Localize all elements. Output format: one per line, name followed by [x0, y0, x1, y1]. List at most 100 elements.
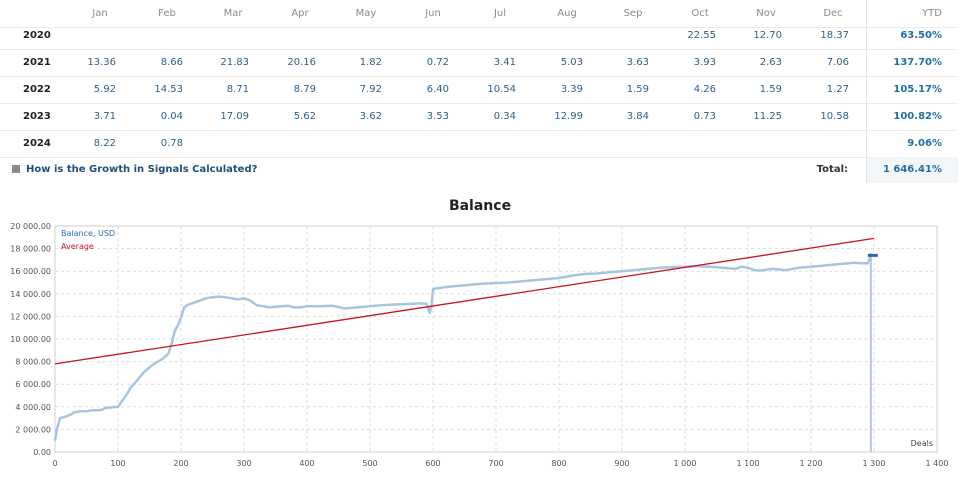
month-value: 1.59 — [626, 84, 649, 95]
table-row: 2024 8.22 0.78 9.06% — [0, 130, 958, 158]
month-value — [189, 130, 249, 157]
month-value: 1.59 — [759, 84, 782, 95]
ytd-value: 137.70% — [893, 57, 942, 68]
balance-line — [53, 254, 873, 441]
month-value — [256, 22, 316, 49]
month-header: Jul — [493, 8, 507, 19]
ytd-column — [866, 0, 959, 184]
x-tick-label: 500 — [362, 459, 377, 468]
total-label: Total: — [816, 164, 848, 175]
month-value: 2.63 — [759, 57, 782, 68]
month-value: 4.26 — [693, 84, 716, 95]
month-value: 10.54 — [487, 84, 516, 95]
ytd-value: 9.06% — [907, 138, 942, 149]
month-value: 18.37 — [820, 30, 849, 41]
x-tick-label: 300 — [236, 459, 251, 468]
month-value: 3.63 — [626, 57, 649, 68]
x-tick-label: 1 100 — [737, 459, 760, 468]
month-value: 3.93 — [693, 57, 716, 68]
table-row: 2021 13.36 8.66 21.83 20.16 1.82 0.72 3.41 5.03 3… — [0, 49, 958, 77]
month-value: 7.06 — [826, 57, 849, 68]
month-value — [722, 130, 782, 157]
y-tick-label: 20 000.00 — [10, 222, 51, 231]
y-tick-label: 14 000.00 — [10, 290, 51, 299]
month-value — [456, 130, 516, 157]
growth-calc-link-label: How is the Growth in Signals Calculated? — [26, 164, 258, 175]
month-value: 0.78 — [160, 138, 183, 149]
month-value: 6.40 — [426, 84, 449, 95]
x-tick-label: 700 — [488, 459, 503, 468]
month-header: Nov — [756, 8, 776, 19]
month-value: 3.62 — [359, 111, 382, 122]
table-header-row: Jan Feb Mar Apr May Jun Jul Aug Sep Oct Nov Dec YTD — [0, 0, 958, 28]
month-value: 0.34 — [493, 111, 516, 122]
x-tick-label: 400 — [299, 459, 314, 468]
x-tick-label: 900 — [614, 459, 629, 468]
month-value — [256, 130, 316, 157]
month-value — [589, 22, 649, 49]
month-value — [123, 22, 183, 49]
month-value: 1.27 — [826, 84, 849, 95]
year-label: 2020 — [23, 30, 51, 41]
month-value: 14.53 — [154, 84, 183, 95]
x-axis-label: Deals — [911, 439, 933, 448]
ytd-header: YTD — [922, 8, 942, 19]
month-value — [523, 130, 583, 157]
x-tick-label: 600 — [425, 459, 440, 468]
y-tick-label: 6 000.00 — [15, 380, 51, 389]
month-value: 5.62 — [293, 111, 316, 122]
year-label: 2022 — [23, 84, 51, 95]
month-value: 8.71 — [226, 84, 249, 95]
month-header: Sep — [623, 8, 643, 19]
y-tick-label: 0.00 — [33, 448, 51, 457]
info-square-icon — [12, 165, 20, 173]
month-value: 17.09 — [220, 111, 249, 122]
x-tick-label: 1 200 — [800, 459, 823, 468]
average-line — [54, 237, 875, 365]
x-tick-label: 1 300 — [863, 459, 886, 468]
month-header: Dec — [823, 8, 843, 19]
x-tick-label: 1 000 — [674, 459, 697, 468]
ytd-value: 105.17% — [893, 84, 942, 95]
month-value — [322, 130, 382, 157]
month-value — [389, 22, 449, 49]
ytd-value: 100.82% — [893, 111, 942, 122]
month-value — [389, 130, 449, 157]
month-value: 3.53 — [426, 111, 449, 122]
x-tick-label: 200 — [173, 459, 188, 468]
month-value: 12.99 — [554, 111, 583, 122]
month-header: Mar — [223, 8, 243, 19]
y-tick-label: 12 000.00 — [10, 312, 51, 321]
chart-title: Balance — [448, 198, 512, 214]
x-tick-label: 1 400 — [926, 459, 949, 468]
month-value: 1.82 — [359, 57, 382, 68]
month-value: 8.22 — [93, 138, 116, 149]
growth-calc-link[interactable]: How is the Growth in Signals Calculated? — [12, 157, 257, 183]
table-row: 2020 22.55 12.70 18.37 63.50% — [0, 22, 958, 50]
month-value — [789, 130, 849, 157]
month-value: 12.70 — [753, 30, 782, 41]
month-value: 3.41 — [493, 57, 516, 68]
month-value: 7.92 — [359, 84, 382, 95]
month-value: 3.39 — [560, 84, 583, 95]
month-value — [56, 22, 116, 49]
month-value — [322, 22, 382, 49]
month-value: 3.71 — [93, 111, 116, 122]
ytd-value: 63.50% — [900, 30, 942, 41]
month-value: 5.03 — [560, 57, 583, 68]
month-value: 20.16 — [287, 57, 316, 68]
month-value: 10.58 — [820, 111, 849, 122]
y-tick-label: 4 000.00 — [15, 403, 51, 412]
month-value: 0.73 — [693, 111, 716, 122]
month-value — [523, 22, 583, 49]
total-value: 1 646.41% — [866, 157, 958, 183]
month-value: 5.92 — [93, 84, 116, 95]
y-tick-label: 8 000.00 — [15, 358, 51, 367]
table-footer: How is the Growth in Signals Calculated?… — [0, 157, 958, 183]
legend-entry: Balance, USD — [61, 229, 115, 238]
month-value: 3.84 — [626, 111, 649, 122]
month-header: Oct — [691, 8, 709, 19]
month-header: Jun — [425, 8, 441, 19]
x-tick-label: 800 — [551, 459, 566, 468]
year-label: 2021 — [23, 57, 51, 68]
